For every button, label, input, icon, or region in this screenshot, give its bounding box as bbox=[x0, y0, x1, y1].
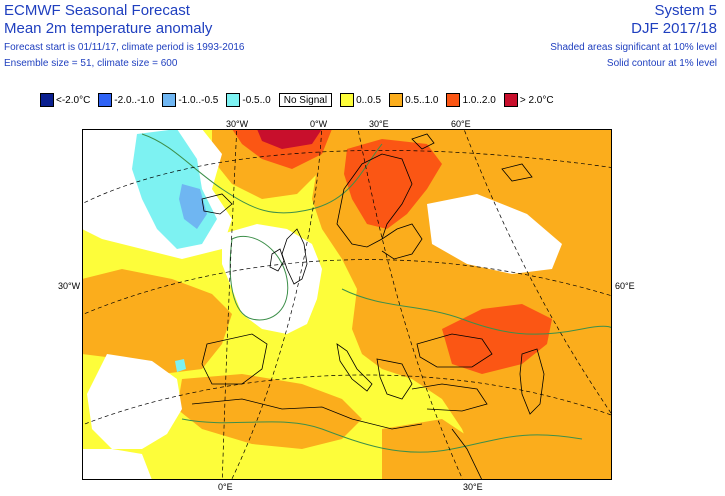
legend-label: > 2.0°C bbox=[519, 94, 554, 106]
coastline-iberia bbox=[201, 333, 268, 385]
coastline-anatolia bbox=[411, 383, 488, 412]
coastline-balkans bbox=[376, 358, 413, 400]
anomaly-region-orange-atlantic bbox=[82, 269, 232, 374]
coastline-caspian-sea bbox=[519, 348, 545, 415]
lon-label-bottom-0e: 0°E bbox=[218, 482, 233, 492]
lon-label-top-60e: 60°E bbox=[451, 119, 471, 129]
anomaly-map bbox=[82, 129, 612, 480]
significance-contour-uk bbox=[229, 235, 289, 321]
coastline-north-africa bbox=[191, 398, 423, 430]
legend-label-no-signal: No Signal bbox=[278, 93, 333, 107]
no-signal-scandinavia-east bbox=[427, 194, 562, 274]
anomaly-region-orange-africa-east bbox=[382, 419, 482, 480]
graticule-parallel-north bbox=[82, 150, 612, 205]
legend-item: 1.0..2.0 bbox=[446, 93, 496, 107]
coastline-ireland bbox=[269, 248, 285, 272]
lon-label-top-30w: 30°W bbox=[226, 119, 249, 129]
lat-label-left-30w: 30°W bbox=[58, 281, 81, 291]
legend-item: 0.5..1.0 bbox=[389, 93, 438, 107]
significance-note: Shaded areas significant at 10% level bbox=[550, 42, 717, 53]
graticule-parallel-mid bbox=[82, 259, 612, 316]
coastlines bbox=[191, 133, 545, 480]
graticule-meridian-30e bbox=[357, 129, 464, 480]
coastline-arctic-islands bbox=[411, 133, 533, 182]
graticule-meridian-30w bbox=[221, 129, 238, 480]
coastline-red-sea bbox=[451, 428, 483, 480]
legend-swatch bbox=[162, 93, 177, 107]
legend-item: No Signal bbox=[278, 93, 333, 107]
no-signal-uk-atlantic bbox=[222, 224, 322, 334]
graticule-parallel-south bbox=[82, 374, 612, 426]
legend-swatch bbox=[98, 93, 113, 107]
lon-label-bottom-30e: 30°E bbox=[463, 482, 483, 492]
forecast-info: Forecast start is 01/11/17, climate peri… bbox=[4, 42, 245, 53]
legend-label: 0..0.5 bbox=[356, 94, 382, 106]
legend-item: 0..0.5 bbox=[340, 93, 381, 107]
legend-label: -1.0..-0.5 bbox=[178, 94, 219, 106]
significance-contour-north bbox=[141, 133, 383, 214]
lat-label-right-60e: 60°E bbox=[615, 281, 635, 291]
graticule-meridian-0 bbox=[230, 129, 323, 480]
map-title: ECMWF Seasonal Forecast bbox=[4, 2, 190, 19]
lon-label-top-30e: 30°E bbox=[369, 119, 389, 129]
legend-label: -0.5..0 bbox=[242, 94, 271, 106]
legend-label: <-2.0°C bbox=[56, 94, 91, 106]
coastline-black-sea bbox=[416, 333, 493, 368]
no-signal-north-africa bbox=[82, 449, 152, 480]
map-subtitle: Mean 2m temperature anomaly bbox=[4, 20, 213, 37]
graticule-meridian-60e bbox=[463, 129, 612, 416]
ensemble-info: Ensemble size = 51, climate size = 600 bbox=[4, 58, 178, 69]
coastline-italy bbox=[336, 343, 373, 392]
legend-item: <-2.0°C bbox=[40, 93, 90, 107]
season-label: DJF 2017/18 bbox=[631, 20, 717, 37]
anomaly-region-lightblue bbox=[179, 184, 207, 229]
system-label: System 5 bbox=[654, 2, 717, 19]
anomaly-region-darkred-north bbox=[257, 129, 322, 149]
legend-label: 1.0..2.0 bbox=[462, 94, 496, 106]
no-signal-northwest-corner bbox=[82, 129, 102, 179]
legend: <-2.0°C -2.0..-1.0 -1.0..-0.5 -0.5..0 No… bbox=[40, 93, 562, 107]
legend-swatch bbox=[340, 93, 355, 107]
legend-item: -0.5..0 bbox=[226, 93, 271, 107]
anomaly-region-red-scandinavia bbox=[344, 139, 442, 229]
significance-contour-central bbox=[341, 288, 612, 345]
legend-label: -2.0..-1.0 bbox=[114, 94, 155, 106]
legend-swatch bbox=[446, 93, 461, 107]
coastline-iceland bbox=[201, 193, 233, 215]
legend-item: -1.0..-0.5 bbox=[162, 93, 218, 107]
legend-item: > 2.0°C bbox=[503, 93, 554, 107]
no-signal-iberia bbox=[87, 354, 182, 449]
graticule bbox=[82, 129, 612, 480]
legend-swatch bbox=[40, 93, 54, 107]
legend-label: 0.5..1.0 bbox=[405, 94, 439, 106]
legend-swatch bbox=[226, 93, 241, 107]
legend-swatch bbox=[503, 93, 518, 107]
significance-contour-south bbox=[181, 418, 583, 453]
coastline-baltic bbox=[381, 223, 423, 260]
anomaly-region-cyan-small bbox=[175, 359, 186, 372]
legend-item: -2.0..-1.0 bbox=[98, 93, 154, 107]
map-frame bbox=[82, 129, 612, 480]
coastline-scandinavia bbox=[336, 153, 413, 248]
lon-label-top-0w: 0°W bbox=[310, 119, 328, 129]
contour-note: Solid contour at 1% level bbox=[606, 58, 717, 69]
legend-swatch bbox=[389, 93, 404, 107]
anomaly-region-orange-africa bbox=[177, 374, 362, 449]
